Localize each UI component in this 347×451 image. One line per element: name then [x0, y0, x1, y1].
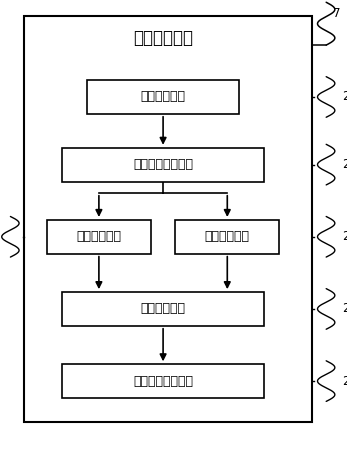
- Text: 同比标注模块: 同比标注模块: [76, 230, 121, 243]
- Bar: [47, 220, 151, 253]
- Text: 22: 22: [342, 158, 347, 171]
- Text: 告警定位单元: 告警定位单元: [133, 29, 193, 47]
- Bar: [87, 80, 239, 114]
- Bar: [175, 220, 279, 253]
- Bar: [62, 292, 264, 326]
- Bar: [62, 364, 264, 398]
- Text: 信息实时更新模块: 信息实时更新模块: [133, 158, 193, 171]
- Text: 7: 7: [333, 7, 341, 20]
- Text: 数据比较模块: 数据比较模块: [141, 303, 186, 315]
- Bar: [24, 16, 312, 422]
- Text: 数据信息传输模块: 数据信息传输模块: [133, 375, 193, 387]
- Text: 环比标注模块: 环比标注模块: [205, 230, 250, 243]
- Text: 阈值设定模块: 阈值设定模块: [141, 91, 186, 103]
- Bar: [62, 148, 264, 181]
- Text: 25: 25: [342, 303, 347, 315]
- Text: 21: 21: [342, 91, 347, 103]
- Text: 24: 24: [342, 230, 347, 243]
- Text: 26: 26: [342, 375, 347, 387]
